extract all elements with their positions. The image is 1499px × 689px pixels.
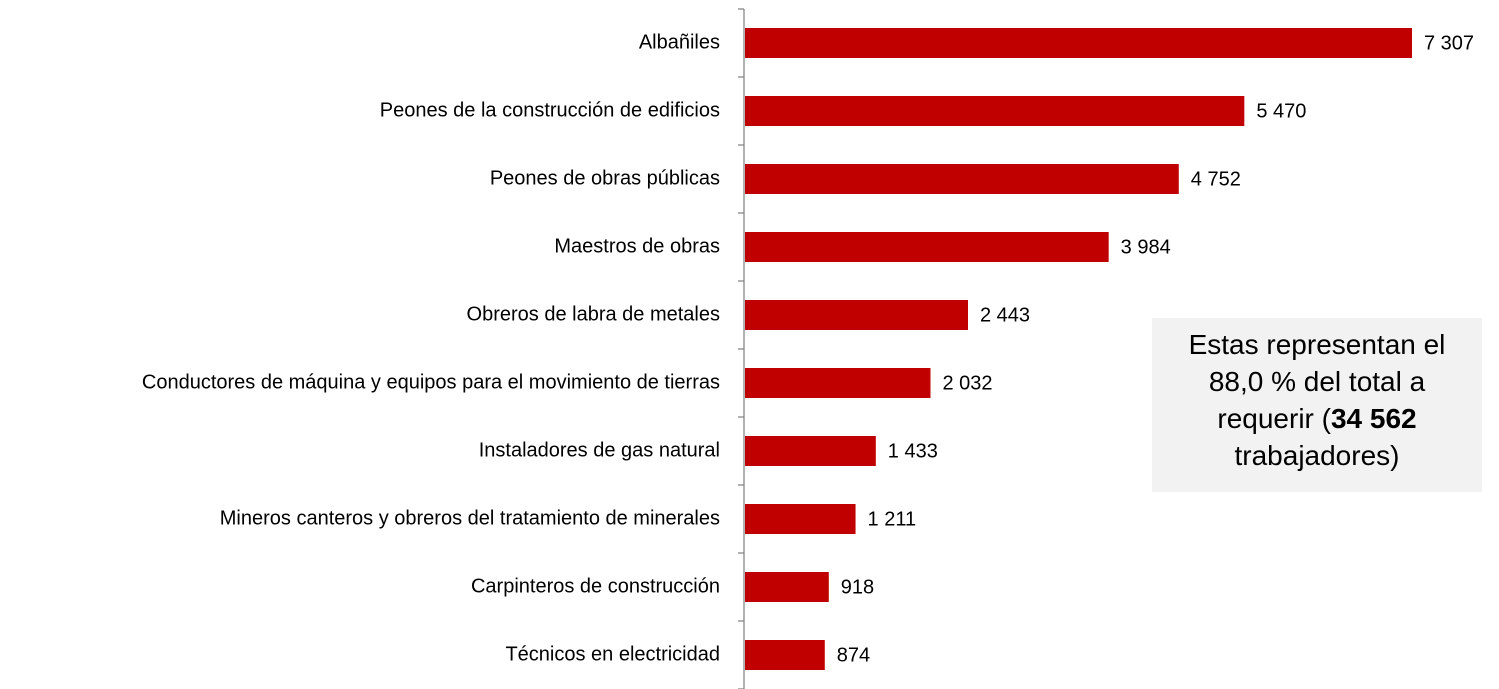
annotation-text: requerir ( xyxy=(1217,403,1331,434)
value-label: 1 211 xyxy=(868,508,917,530)
bar xyxy=(745,300,969,330)
annotation-text: trabajadores) xyxy=(1234,440,1400,471)
bar xyxy=(745,572,829,602)
category-label: Carpinteros de construcción xyxy=(471,575,720,597)
annotation-box: Estas representan el 88,0 % del total a … xyxy=(1152,318,1482,492)
value-label: 5 470 xyxy=(1256,100,1306,122)
bar xyxy=(745,28,1412,58)
value-label: 1 433 xyxy=(888,440,938,462)
value-label: 2 032 xyxy=(942,372,992,394)
bar xyxy=(745,96,1245,126)
bar xyxy=(745,504,856,534)
bar xyxy=(745,232,1109,262)
value-label: 2 443 xyxy=(980,304,1030,326)
value-label: 4 752 xyxy=(1191,168,1241,190)
bar xyxy=(745,164,1179,194)
annotation-text: Estas representan el xyxy=(1188,329,1446,360)
category-label: Peones de la construcción de edificios xyxy=(380,99,720,121)
category-label: Mineros canteros y obreros del tratamien… xyxy=(220,507,720,529)
category-label: Albañiles xyxy=(639,31,720,53)
bar xyxy=(745,436,876,466)
value-label: 874 xyxy=(837,644,870,666)
bar xyxy=(745,368,931,398)
category-label: Técnicos en electricidad xyxy=(505,643,720,665)
category-label: Maestros de obras xyxy=(554,235,720,257)
category-label: Instaladores de gas natural xyxy=(479,439,720,461)
annotation-bold: 34 562 xyxy=(1330,403,1417,434)
value-label: 918 xyxy=(841,576,874,598)
annotation-text: 88,0 % del total a xyxy=(1208,366,1426,397)
category-label: Obreros de labra de metales xyxy=(467,303,720,325)
category-label: Conductores de máquina y equipos para el… xyxy=(142,371,720,393)
value-label: 7 307 xyxy=(1424,32,1474,54)
category-label: Peones de obras públicas xyxy=(490,167,720,189)
value-label: 3 984 xyxy=(1121,236,1171,258)
bar xyxy=(745,640,825,670)
